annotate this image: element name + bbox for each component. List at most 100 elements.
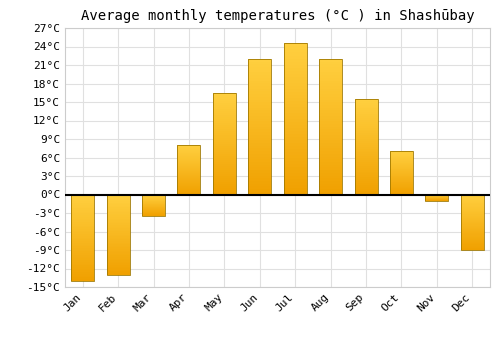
Bar [319,64,342,67]
Bar [106,198,130,199]
Bar [178,164,201,165]
Bar [319,140,342,143]
Bar [319,119,342,121]
Bar [71,212,94,214]
Bar [248,127,272,130]
Bar [248,121,272,124]
Bar [461,229,484,230]
Bar [390,162,413,163]
Bar [106,231,130,233]
Bar [71,271,94,272]
Bar [284,131,306,134]
Bar [248,143,272,146]
Bar [248,181,272,184]
Bar [319,167,342,170]
Bar [106,254,130,256]
Bar [354,174,378,175]
Bar [319,108,342,110]
Bar [142,199,165,200]
Bar [213,190,236,192]
Bar [390,174,413,175]
Bar [106,238,130,239]
Bar [71,250,94,252]
Bar [71,214,94,215]
Bar [106,252,130,254]
Bar [213,119,236,121]
Bar [461,219,484,220]
Bar [178,168,201,169]
Bar [178,170,201,171]
Bar [213,93,236,95]
Bar [106,244,130,246]
Bar [213,146,236,148]
Bar [319,99,342,102]
Bar [106,241,130,243]
Bar [178,163,201,164]
Bar [178,177,201,178]
Bar [71,224,94,226]
Bar [248,148,272,151]
Bar [461,212,484,214]
Bar [354,114,378,116]
Bar [71,278,94,279]
Bar [354,118,378,120]
Bar [248,59,272,195]
Bar [71,219,94,220]
Bar [284,143,306,146]
Bar [354,135,378,137]
Bar [284,188,306,191]
Bar [71,264,94,265]
Bar [213,115,236,117]
Bar [213,164,236,166]
Bar [390,165,413,166]
Bar [319,67,342,70]
Bar [142,201,165,202]
Bar [248,192,272,195]
Bar [354,154,378,156]
Bar [178,174,201,175]
Bar [248,138,272,140]
Bar [390,164,413,165]
Bar [354,108,378,110]
Bar [461,218,484,219]
Bar [213,180,236,182]
Bar [248,113,272,116]
Bar [106,267,130,268]
Bar [354,126,378,128]
Bar [71,232,94,234]
Bar [248,89,272,91]
Bar [71,245,94,246]
Bar [248,94,272,97]
Bar [354,162,378,164]
Bar [461,238,484,239]
Bar [390,158,413,159]
Bar [390,159,413,160]
Bar [213,99,236,101]
Bar [354,110,378,112]
Bar [248,83,272,86]
Bar [354,99,378,195]
Bar [354,130,378,131]
Title: Average monthly temperatures (°C ) in Shashūbay: Average monthly temperatures (°C ) in Sh… [80,9,474,23]
Bar [71,276,94,278]
Bar [390,171,413,172]
Bar [213,188,236,190]
Bar [284,104,306,107]
Bar [71,222,94,224]
Bar [319,72,342,75]
Bar [71,239,94,241]
Bar [461,204,484,205]
Bar [106,239,130,241]
Bar [354,170,378,172]
Bar [178,183,201,184]
Bar [461,209,484,210]
Bar [461,231,484,232]
Bar [178,190,201,191]
Bar [284,158,306,161]
Bar [106,199,130,201]
Bar [284,152,306,155]
Bar [390,189,413,190]
Bar [284,83,306,86]
Bar [248,140,272,143]
Bar [390,154,413,155]
